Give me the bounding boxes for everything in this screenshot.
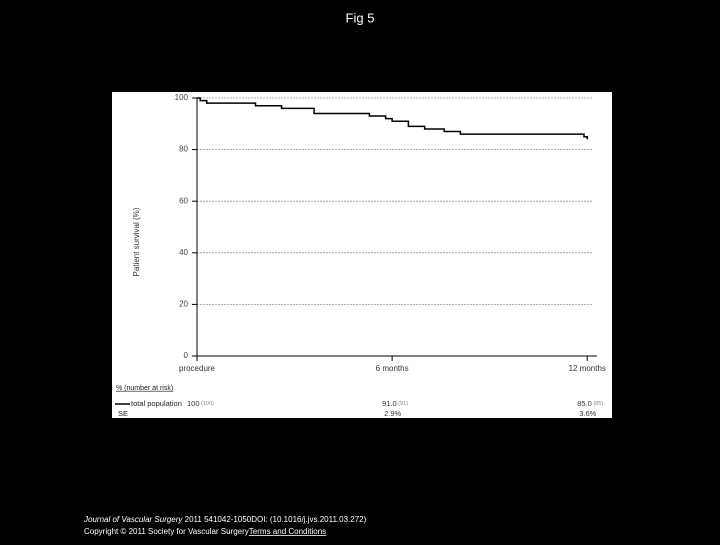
- figure-panel: [112, 92, 612, 418]
- x-tick-label: 12 months: [569, 364, 606, 373]
- risk-cell: 100 (100): [187, 399, 214, 408]
- se-cell: 3.6%: [579, 409, 596, 418]
- copyright: Copyright © 2011 Society for Vascular Su…: [84, 527, 326, 536]
- y-tick-label: 40: [179, 248, 188, 257]
- row-label: SE: [118, 409, 128, 418]
- survival-value: 100: [187, 399, 200, 408]
- y-tick-label: 80: [179, 145, 188, 154]
- y-tick-label: 100: [175, 93, 189, 102]
- x-tick-label: 6 months: [376, 364, 409, 373]
- survival-value: 91.0: [382, 399, 397, 408]
- slide-title: Fig 5: [346, 10, 375, 25]
- terms-link[interactable]: Terms and Conditions: [249, 527, 326, 536]
- survival-value: 85.0: [577, 399, 592, 408]
- risk-cell: 91.0 (91): [382, 399, 408, 408]
- y-axis-label: Patient survival (%): [132, 207, 141, 276]
- y-tick-label: 0: [184, 351, 189, 360]
- se-cell: 2.9%: [384, 409, 401, 418]
- row-label: total population: [131, 399, 182, 408]
- at-risk-number: (100): [201, 401, 214, 407]
- citation: Journal of Vascular Surgery 2011 541042-…: [83, 515, 367, 524]
- journal: Journal of Vascular Surgery: [83, 515, 183, 524]
- x-tick-label: procedure: [179, 364, 216, 373]
- survival-curve: [197, 97, 588, 140]
- y-tick-label: 60: [179, 196, 188, 205]
- citation-text: 2011 541042-1050DOI: (10.1016/j.jvs.2011…: [182, 515, 366, 524]
- y-tick-label: 20: [179, 300, 188, 309]
- at-risk-number: (91): [398, 401, 408, 407]
- risk-cell: 85.0 (85): [577, 399, 603, 408]
- risk-table-header: % (number at risk): [116, 385, 173, 392]
- at-risk-number: (85): [593, 401, 603, 407]
- copyright-text: Copyright © 2011 Society for Vascular Su…: [84, 527, 249, 536]
